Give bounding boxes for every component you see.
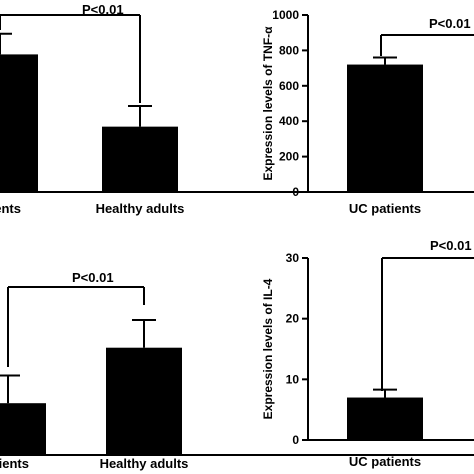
y-tick-label: 1000 bbox=[272, 8, 299, 22]
category-label: UC patients bbox=[349, 454, 421, 469]
bar bbox=[347, 397, 423, 440]
bar bbox=[106, 347, 182, 455]
bar bbox=[0, 54, 38, 193]
y-tick-label: 400 bbox=[279, 114, 299, 128]
y-tick-label: 30 bbox=[286, 251, 300, 265]
p-value-annotation: P<0.01 bbox=[82, 2, 124, 17]
y-tick-label: 800 bbox=[279, 43, 299, 57]
y-axis-title: Expression levels of IL-4 bbox=[261, 278, 275, 419]
category-label: atients bbox=[0, 201, 21, 216]
category-label: Healthy adults bbox=[100, 456, 189, 471]
y-tick-label: 600 bbox=[279, 79, 299, 93]
y-tick-label: 0 bbox=[292, 185, 299, 199]
category-label: UC patients bbox=[349, 201, 421, 216]
y-axis-title: Expression levels of TNF-α bbox=[261, 26, 275, 181]
y-tick-label: 200 bbox=[279, 150, 299, 164]
bar bbox=[102, 126, 178, 192]
p-value-annotation: P<0.01 bbox=[429, 16, 471, 31]
y-tick-label: 20 bbox=[286, 312, 300, 326]
y-tick-label: 0 bbox=[292, 433, 299, 447]
bar bbox=[347, 64, 423, 192]
p-value-annotation: P<0.01 bbox=[430, 238, 472, 253]
category-label: Healthy adults bbox=[96, 201, 185, 216]
y-tick-label: 10 bbox=[286, 372, 300, 386]
p-value-annotation: P<0.01 bbox=[72, 270, 114, 285]
category-label: atients bbox=[0, 456, 29, 471]
bar bbox=[0, 403, 46, 455]
